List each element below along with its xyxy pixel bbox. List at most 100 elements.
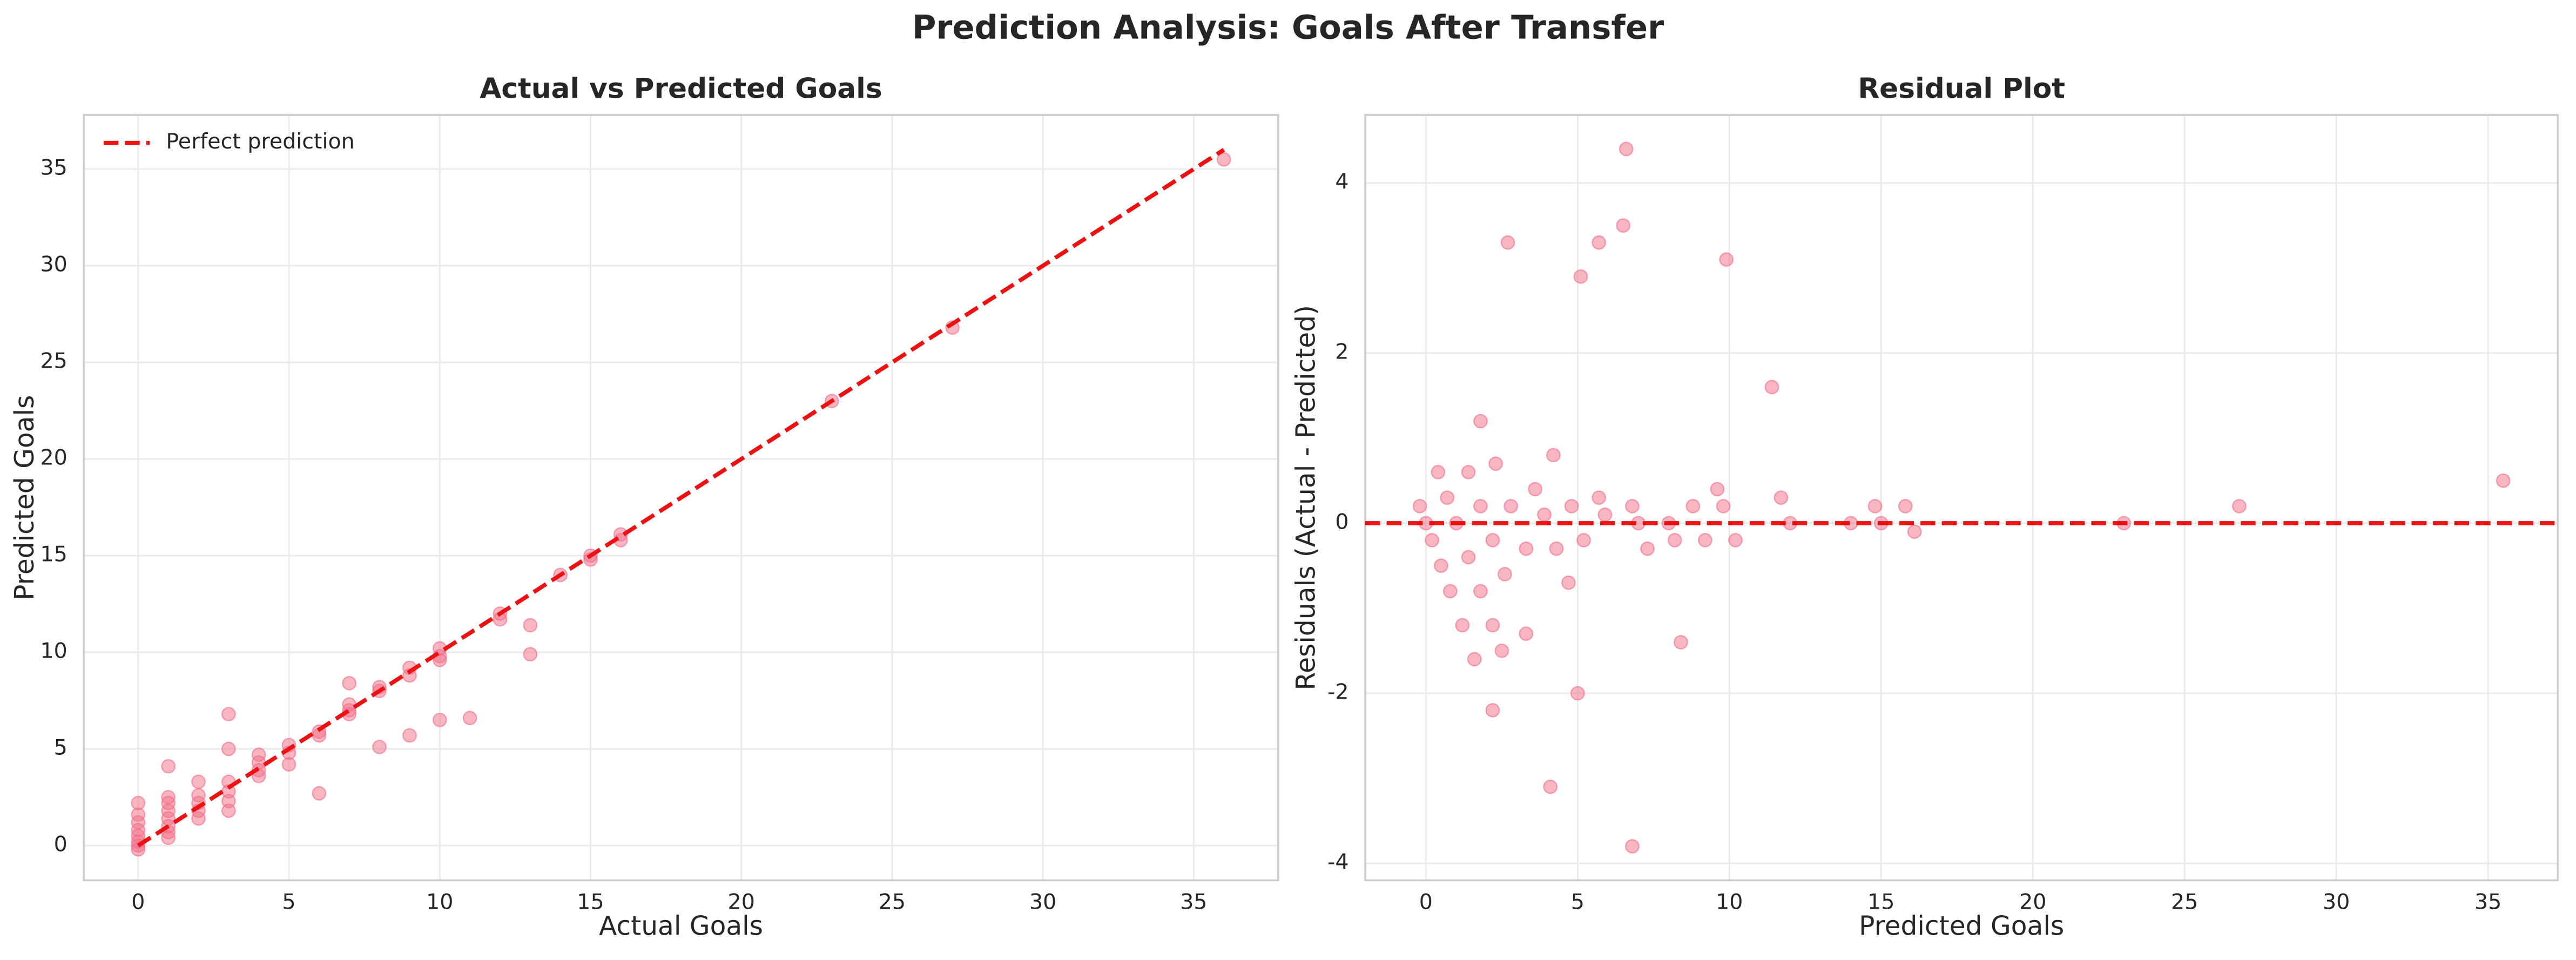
point	[402, 668, 417, 683]
point	[1431, 465, 1446, 479]
y-tick-label: 0	[54, 832, 68, 857]
point	[1461, 465, 1476, 479]
point	[1867, 499, 1883, 513]
point	[1498, 567, 1512, 582]
point	[1561, 575, 1576, 590]
point	[1537, 507, 1552, 522]
point	[1616, 218, 1631, 233]
point	[1442, 584, 1458, 599]
point	[191, 774, 206, 789]
point	[1216, 152, 1231, 167]
plot-area	[1365, 114, 2558, 881]
point	[1907, 524, 1922, 539]
x-tick-label: 25	[2171, 890, 2198, 915]
point	[161, 759, 176, 774]
y-tick-label: 4	[1335, 169, 1348, 194]
point	[1473, 499, 1488, 513]
y-tick-label: 20	[41, 445, 68, 470]
point	[432, 712, 447, 727]
y-tick-label: 2	[1335, 339, 1348, 364]
point	[1485, 618, 1500, 633]
point	[1455, 618, 1470, 633]
y-tick-label: 25	[41, 349, 68, 374]
point	[1697, 533, 1712, 547]
point	[2231, 499, 2247, 513]
x-tick-label: 25	[879, 890, 906, 915]
y-tick-label: 5	[54, 735, 68, 760]
point	[221, 741, 236, 756]
y-tick-label: -2	[1327, 679, 1348, 704]
diagonal-line	[137, 148, 1225, 848]
point	[281, 757, 296, 772]
x-tick-label: 35	[1180, 890, 1207, 915]
point	[1461, 550, 1476, 565]
x-tick-label: 15	[1867, 890, 1894, 915]
x-tick-label: 0	[131, 890, 145, 915]
point	[1667, 533, 1682, 547]
point	[462, 711, 477, 726]
point	[1503, 499, 1519, 513]
point	[1573, 269, 1588, 284]
point	[402, 728, 417, 743]
point	[1592, 490, 1607, 505]
y-tick-label: 15	[41, 542, 68, 567]
y-axis-label: Predicted Goals	[10, 395, 40, 600]
x-tick-label: 20	[2019, 890, 2046, 915]
x-axis-label: Actual Goals	[599, 911, 763, 942]
point	[1485, 533, 1500, 547]
y-tick-label: -4	[1327, 849, 1348, 874]
point	[1467, 652, 1482, 667]
point	[1440, 490, 1455, 505]
point	[1549, 541, 1564, 556]
point	[1485, 703, 1500, 718]
y-tick-label: 0	[1335, 509, 1348, 534]
point	[1519, 541, 1534, 556]
point	[312, 786, 327, 801]
x-axis-label: Predicted Goals	[1859, 911, 2064, 942]
point	[1576, 533, 1591, 547]
point	[1685, 499, 1701, 513]
point	[1488, 456, 1503, 471]
point	[342, 675, 357, 691]
plot-frame	[83, 114, 1279, 882]
point	[1625, 499, 1640, 513]
point	[1710, 482, 1725, 497]
x-tick-label: 15	[577, 890, 604, 915]
point	[221, 803, 236, 818]
point	[1898, 499, 1913, 513]
y-tick-label: 10	[41, 639, 68, 664]
plot-frame	[1364, 114, 2559, 882]
point	[1564, 499, 1579, 513]
y-tick-label: 35	[41, 156, 68, 180]
x-tick-label: 5	[1571, 890, 1584, 915]
x-tick-label: 30	[1029, 890, 1056, 915]
point	[1597, 507, 1613, 522]
point	[1592, 235, 1607, 250]
point	[372, 740, 387, 754]
subplot-title: Residual Plot	[1858, 72, 2065, 105]
point	[1674, 635, 1688, 650]
point	[2496, 473, 2511, 488]
point	[1500, 235, 1515, 250]
point	[1519, 626, 1534, 641]
point	[1619, 141, 1634, 157]
point	[1425, 533, 1439, 547]
point	[1570, 686, 1585, 701]
point	[1473, 584, 1488, 599]
point	[221, 707, 236, 722]
y-tick-label: 30	[41, 252, 68, 277]
point	[1716, 499, 1731, 513]
point	[1473, 414, 1488, 429]
point	[523, 647, 538, 662]
x-tick-label: 20	[728, 890, 755, 915]
point	[131, 842, 146, 857]
point	[523, 618, 538, 633]
point	[1728, 533, 1743, 547]
x-tick-label: 30	[2323, 890, 2350, 915]
y-axis-label: Residuals (Actual - Predicted)	[1291, 305, 1321, 691]
point	[1546, 448, 1561, 463]
x-tick-label: 10	[1716, 890, 1743, 915]
point	[1764, 380, 1779, 395]
point	[161, 830, 176, 846]
